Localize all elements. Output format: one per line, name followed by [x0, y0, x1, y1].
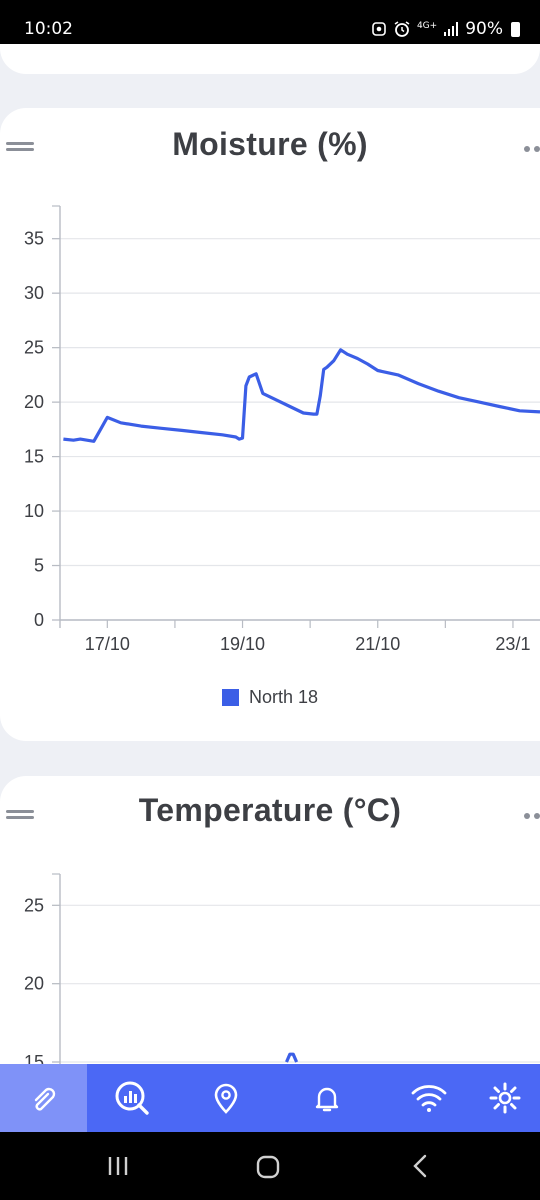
- moisture-legend[interactable]: North 18: [222, 687, 318, 708]
- wifi-icon: [411, 1085, 446, 1112]
- nav-wifi[interactable]: [379, 1064, 478, 1132]
- moisture-card: Moisture (%) 0 5 10 15 20 25 30 35 17/10 19/10 21/…: [0, 108, 540, 741]
- analytics-search-icon: [115, 1081, 149, 1115]
- gear-icon: [489, 1082, 521, 1114]
- legend-label: North 18: [249, 687, 319, 707]
- y-tick-label: 25: [24, 895, 44, 915]
- temperature-title: Temperature (°C): [138, 792, 402, 828]
- nav-analytics[interactable]: [87, 1064, 177, 1132]
- drag-handle-icon[interactable]: [6, 810, 34, 820]
- alarm-icon: [393, 20, 411, 38]
- moisture-title: Moisture (%): [172, 126, 368, 162]
- nav-paperclip[interactable]: [0, 1064, 87, 1132]
- paperclip-icon: [34, 1087, 55, 1111]
- battery-percent: 90%: [465, 19, 503, 39]
- home-icon[interactable]: [255, 1154, 281, 1180]
- x-tick-label: 17/10: [85, 634, 130, 654]
- signal-icon: [443, 22, 459, 36]
- drag-handle-icon[interactable]: [6, 142, 34, 152]
- nav-alerts[interactable]: [275, 1064, 379, 1132]
- y-tick-label: 5: [34, 556, 44, 576]
- series-line: [285, 1052, 299, 1063]
- y-tick-label: 25: [24, 338, 44, 358]
- y-tick-label: 20: [24, 974, 44, 994]
- more-options-icon[interactable]: [524, 139, 540, 152]
- location-pin-icon: [214, 1083, 238, 1114]
- previous-card: [0, 44, 540, 74]
- series-line: [63, 348, 540, 443]
- lock-icon: [371, 21, 387, 37]
- y-tick-label: 15: [24, 447, 44, 467]
- network-type: 4G+: [416, 20, 438, 31]
- bell-icon: [315, 1087, 339, 1112]
- back-icon[interactable]: [410, 1154, 432, 1178]
- legend-swatch: [222, 689, 239, 706]
- y-tick-label: 30: [24, 283, 44, 303]
- system-nav: [0, 1132, 540, 1200]
- recent-apps-icon[interactable]: [106, 1154, 130, 1178]
- y-tick-label: 20: [24, 392, 44, 412]
- nav-location[interactable]: [177, 1064, 275, 1132]
- nav-settings[interactable]: [478, 1064, 540, 1132]
- status-bar: 10:02 4G+ 90%: [0, 0, 540, 44]
- moisture-chart: 0 5 10 15 20 25 30 35 17/10 19/10 21/10 23/1: [24, 205, 540, 654]
- y-tick-label: 35: [24, 229, 44, 249]
- more-options-icon[interactable]: [524, 806, 540, 819]
- battery-icon: [511, 21, 520, 37]
- bottom-nav: [0, 1064, 540, 1132]
- x-tick-label: 23/1: [495, 634, 530, 654]
- status-time: 10:02: [24, 19, 73, 39]
- y-tick-label: 0: [34, 610, 44, 630]
- y-tick-label: 10: [24, 501, 44, 521]
- x-tick-label: 21/10: [355, 634, 400, 654]
- x-tick-label: 19/10: [220, 634, 265, 654]
- status-icons: 4G+ 90%: [371, 19, 520, 39]
